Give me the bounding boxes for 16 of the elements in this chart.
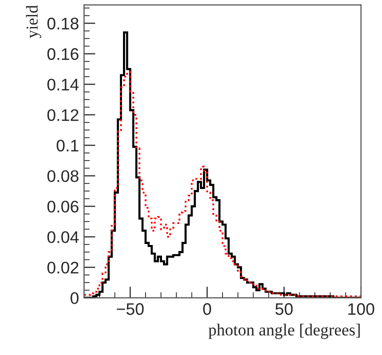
x-tick-label: 50 <box>275 303 293 315</box>
x-tick-label: 100 <box>348 303 374 315</box>
y-tick-label: 0.16 <box>47 48 78 60</box>
y-tick-label: 0.04 <box>47 231 79 244</box>
y-tick-label: 0.06 <box>47 200 78 213</box>
y-tick-label: 0.02 <box>47 262 78 274</box>
y-axis-title: yield <box>26 5 42 38</box>
y-tick-label: 0.18 <box>47 18 78 30</box>
y-tick-label: 0.14 <box>47 78 79 90</box>
x-axis-title: photon angle [degrees] <box>208 324 360 339</box>
x-tick-label: −50 <box>116 303 144 315</box>
y-tick-label: 0.12 <box>47 109 78 121</box>
y-tick-label: 0.08 <box>47 170 78 182</box>
y-tick-label: 0.1 <box>56 140 78 152</box>
y-tick-label: 0 <box>70 292 79 304</box>
x-tick-label: 0 <box>203 303 212 315</box>
